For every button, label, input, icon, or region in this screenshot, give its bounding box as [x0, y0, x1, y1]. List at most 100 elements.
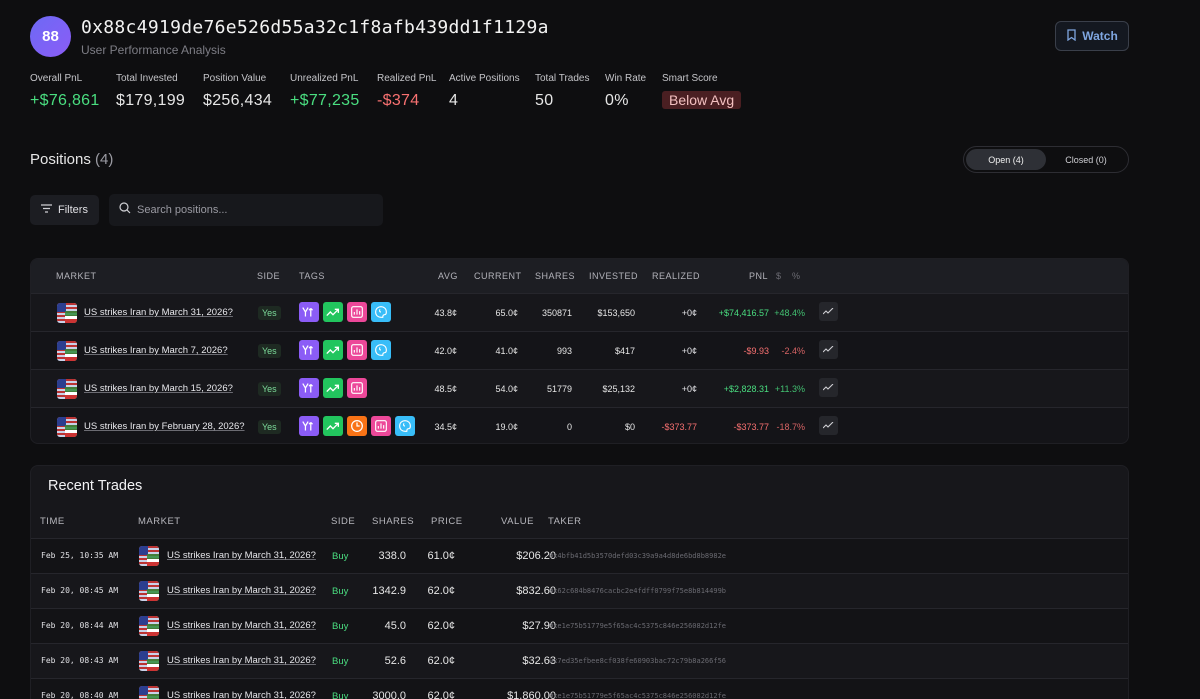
- col-invested[interactable]: INVESTED: [589, 271, 639, 281]
- trade-time: Feb 20, 08:40 AM: [41, 691, 119, 699]
- col-trade-side[interactable]: SIDE: [331, 516, 356, 527]
- trade-row[interactable]: Feb 20, 08:40 AM US strikes Iran by March…: [31, 678, 1128, 699]
- search-box: [109, 194, 383, 226]
- col-current[interactable]: CURRENT: [474, 271, 522, 281]
- trade-market-link[interactable]: US strikes Iran by March 31, 2026?: [167, 550, 316, 561]
- stat-label: Position Value: [203, 73, 267, 84]
- col-trade-value[interactable]: VALUE: [501, 516, 534, 527]
- market-link[interactable]: US strikes Iran by March 31, 2026?: [84, 307, 233, 318]
- tag-fork-icon[interactable]: [299, 378, 319, 398]
- trade-market-link[interactable]: US strikes Iran by March 31, 2026?: [167, 690, 316, 699]
- col-time[interactable]: TIME: [40, 516, 65, 527]
- stat-overall-pnl: Overall PnL +$76,861: [30, 73, 116, 110]
- tag-trend-icon[interactable]: [323, 378, 343, 398]
- col-trade-taker[interactable]: TAKER: [548, 516, 582, 527]
- market-link[interactable]: US strikes Iran by February 28, 2026?: [84, 421, 245, 432]
- tag-chart-icon[interactable]: [371, 416, 391, 436]
- stats-bar: Overall PnL +$76,861 Total Invested $179,19…: [30, 73, 752, 110]
- trade-row[interactable]: Feb 20, 08:44 AM US strikes Iran by March…: [31, 608, 1128, 643]
- market-link[interactable]: US strikes Iran by March 15, 2026?: [84, 383, 233, 394]
- col-shares[interactable]: SHARES: [535, 271, 576, 281]
- watch-label: Watch: [1082, 29, 1118, 43]
- sparkline-chart-icon[interactable]: [819, 340, 838, 359]
- position-row[interactable]: US strikes Iran by February 28, 2026? Yes…: [31, 407, 1128, 443]
- trade-row[interactable]: Feb 20, 08:43 AM US strikes Iran by March…: [31, 643, 1128, 678]
- pnl-dollar: -$9.93: [743, 346, 769, 356]
- sparkline-chart-icon[interactable]: [819, 378, 838, 397]
- us-iran-flag-icon: [57, 341, 77, 361]
- watch-button[interactable]: Watch: [1055, 21, 1129, 51]
- avg-price: 43.8¢: [434, 308, 457, 318]
- tag-chart-icon[interactable]: [347, 340, 367, 360]
- col-realized[interactable]: REALIZED: [652, 271, 701, 281]
- col-side[interactable]: SIDE: [257, 271, 281, 281]
- market-link[interactable]: US strikes Iran by March 7, 2026?: [84, 345, 228, 356]
- pnl-dollar: +$74,416.57: [718, 308, 769, 318]
- search-icon: [119, 201, 131, 219]
- tag-trend-icon[interactable]: [323, 302, 343, 322]
- trade-market-link[interactable]: US strikes Iran by March 31, 2026?: [167, 655, 316, 666]
- trade-market-link[interactable]: US strikes Iran by March 31, 2026?: [167, 585, 316, 596]
- pnl-dollar: -$373.77: [733, 422, 769, 432]
- tab-open[interactable]: Open (4): [966, 149, 1046, 170]
- taker-address[interactable]: 0x62c684b8476cacbc2e4fdff0799f75e8b81449…: [549, 587, 727, 595]
- smart-score-badge: Below Avg: [662, 91, 742, 109]
- side-badge: Yes: [258, 344, 281, 358]
- taker-address[interactable]: 0xe1e75b51779e5f65ac4c5375c846e256082d12…: [549, 692, 727, 699]
- invested: $153,650: [597, 308, 635, 318]
- tag-brain-icon[interactable]: [395, 416, 415, 436]
- col-trade-market[interactable]: MARKET: [138, 516, 181, 527]
- tag-clock-icon[interactable]: [347, 416, 367, 436]
- trade-market-link[interactable]: US strikes Iran by March 31, 2026?: [167, 620, 316, 631]
- col-market[interactable]: MARKET: [56, 271, 97, 281]
- search-input[interactable]: [137, 204, 367, 216]
- tag-trend-icon[interactable]: [323, 416, 343, 436]
- trade-price: 62.0¢: [427, 655, 455, 667]
- positions-count: (4): [95, 151, 114, 168]
- tag-trend-icon[interactable]: [323, 340, 343, 360]
- page-subtitle: User Performance Analysis: [81, 43, 226, 57]
- tag-brain-icon[interactable]: [371, 302, 391, 322]
- tag-fork-icon[interactable]: [299, 416, 319, 436]
- stat-value: Below Avg: [662, 87, 752, 110]
- pnl-dollar-toggle[interactable]: $: [776, 271, 782, 281]
- col-pnl[interactable]: PNL: [749, 271, 769, 281]
- positions-tab-toggle: Open (4) Closed (0): [963, 146, 1129, 173]
- taker-address[interactable]: 0xe1e75b51779e5f65ac4c5375c846e256082d12…: [549, 622, 727, 630]
- position-row[interactable]: US strikes Iran by March 7, 2026? Yes 42.0…: [31, 331, 1128, 369]
- col-avg[interactable]: AVG: [438, 271, 458, 281]
- recent-trades-panel: Recent Trades TIME MARKET SIDE SHARES PR…: [30, 465, 1129, 699]
- tag-fork-icon[interactable]: [299, 340, 319, 360]
- current-price: 54.0¢: [495, 384, 518, 394]
- stat-label: Active Positions: [449, 73, 520, 84]
- us-iran-flag-icon: [139, 616, 159, 636]
- stat-realized-pnl: Realized PnL -$374: [377, 73, 449, 110]
- taker-address[interactable]: 0x7ed35efbee8cf038fe60903bac72c79b8a266f…: [549, 657, 727, 665]
- position-row[interactable]: US strikes Iran by March 31, 2026? Yes 43.…: [31, 293, 1128, 331]
- col-trade-shares[interactable]: SHARES: [372, 516, 415, 527]
- sparkline-chart-icon[interactable]: [819, 416, 838, 435]
- us-iran-flag-icon: [139, 686, 159, 699]
- stat-value: +$77,235: [290, 92, 360, 109]
- tag-chart-icon[interactable]: [347, 302, 367, 322]
- tag-brain-icon[interactable]: [371, 340, 391, 360]
- filters-button[interactable]: Filters: [30, 195, 99, 225]
- stat-value: 0%: [605, 92, 629, 109]
- tag-list: [299, 340, 391, 360]
- taker-address[interactable]: 0x4bfb41d5b3570defd03c39a9a4d8de6bd8b898…: [549, 552, 727, 560]
- col-trade-price[interactable]: PRICE: [431, 516, 463, 527]
- tag-chart-icon[interactable]: [347, 378, 367, 398]
- tab-closed[interactable]: Closed (0): [1065, 154, 1107, 165]
- stat-value: $256,434: [203, 92, 273, 109]
- pnl-dollar: +$2,828.31: [723, 384, 769, 394]
- pnl-percent-toggle[interactable]: %: [792, 271, 801, 281]
- stat-value: 4: [449, 92, 459, 109]
- realized: +0¢: [681, 346, 697, 356]
- tag-fork-icon[interactable]: [299, 302, 319, 322]
- trade-row[interactable]: Feb 25, 10:35 AM US strikes Iran by March…: [31, 538, 1128, 573]
- realized: +0¢: [681, 308, 697, 318]
- trade-row[interactable]: Feb 20, 08:45 AM US strikes Iran by March…: [31, 573, 1128, 608]
- position-row[interactable]: US strikes Iran by March 15, 2026? Yes 48.…: [31, 369, 1128, 407]
- stat-label: Overall PnL: [30, 73, 83, 84]
- sparkline-chart-icon[interactable]: [819, 302, 838, 321]
